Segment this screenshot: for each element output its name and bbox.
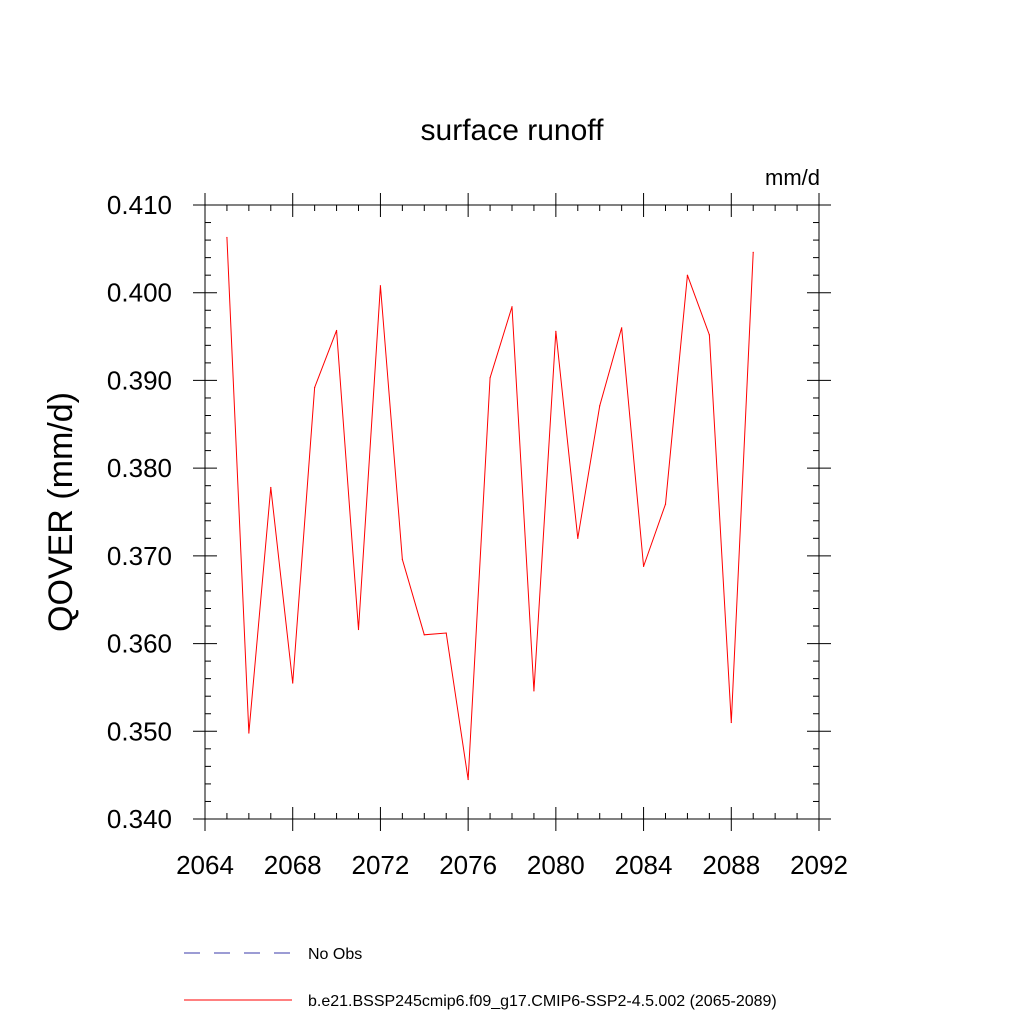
- legend: No Obs b.e21.BSSP245cmip6.f09_g17.CMIP6-S…: [184, 946, 777, 1010]
- series-layer: [226, 236, 754, 781]
- data-point: [423, 634, 425, 636]
- data-point: [708, 334, 710, 336]
- x-tick-labels: 2064 2068 2072 2076 2080 2084 2088 2092: [176, 850, 848, 880]
- y-tick-labels: 0.340 0.350 0.360 0.370 0.380 0.390 0.400 0.410: [107, 190, 172, 834]
- minor-ticks: [205, 205, 819, 819]
- x-tick-label: 2080: [527, 850, 585, 880]
- x-tick-label: 2072: [352, 850, 410, 880]
- data-point: [752, 251, 754, 253]
- units-label: mm/d: [765, 165, 820, 190]
- data-point: [292, 682, 294, 684]
- data-point: [226, 236, 228, 239]
- data-point: [401, 558, 403, 560]
- x-tick-label: 2092: [790, 850, 848, 880]
- legend-label-1: b.e21.BSSP245cmip6.f09_g17.CMIP6-SSP2-4.…: [308, 993, 777, 1010]
- x-tick-label: 2076: [439, 850, 497, 880]
- data-point: [335, 329, 338, 332]
- major-ticks: [193, 193, 831, 831]
- y-tick-label: 0.380: [107, 453, 172, 483]
- x-tick-label: 2064: [176, 850, 234, 880]
- data-point: [642, 565, 645, 567]
- y-tick-label: 0.350: [107, 716, 172, 746]
- data-point: [489, 377, 491, 379]
- chart-title: surface runoff: [421, 114, 605, 147]
- data-point: [314, 386, 316, 389]
- data-point: [577, 537, 579, 539]
- data-point: [445, 632, 447, 634]
- data-point: [270, 486, 272, 489]
- y-tick-label: 0.410: [107, 190, 172, 220]
- data-point: [533, 690, 535, 692]
- y-axis-label: QOVER (mm/d): [42, 392, 80, 632]
- data-point: [555, 330, 557, 332]
- x-tick-label: 2084: [615, 850, 673, 880]
- data-point: [621, 327, 623, 329]
- y-tick-label: 0.370: [107, 541, 172, 571]
- data-point: [664, 503, 667, 505]
- data-point: [599, 405, 601, 407]
- y-tick-label: 0.340: [107, 804, 172, 834]
- plot-frame: [204, 204, 820, 820]
- y-tick-label: 0.390: [107, 365, 172, 395]
- data-point: [248, 732, 250, 734]
- series-line-0: [226, 237, 754, 780]
- data-point: [357, 628, 360, 631]
- legend-label-0: No Obs: [308, 946, 362, 963]
- y-tick-label: 0.400: [107, 278, 172, 308]
- x-tick-label: 2068: [264, 850, 322, 880]
- data-point: [686, 274, 689, 276]
- y-tick-label: 0.360: [107, 629, 172, 659]
- data-point: [379, 285, 382, 287]
- data-point: [511, 306, 513, 308]
- x-tick-label: 2088: [702, 850, 760, 880]
- data-point: [730, 721, 732, 724]
- data-point: [467, 778, 469, 781]
